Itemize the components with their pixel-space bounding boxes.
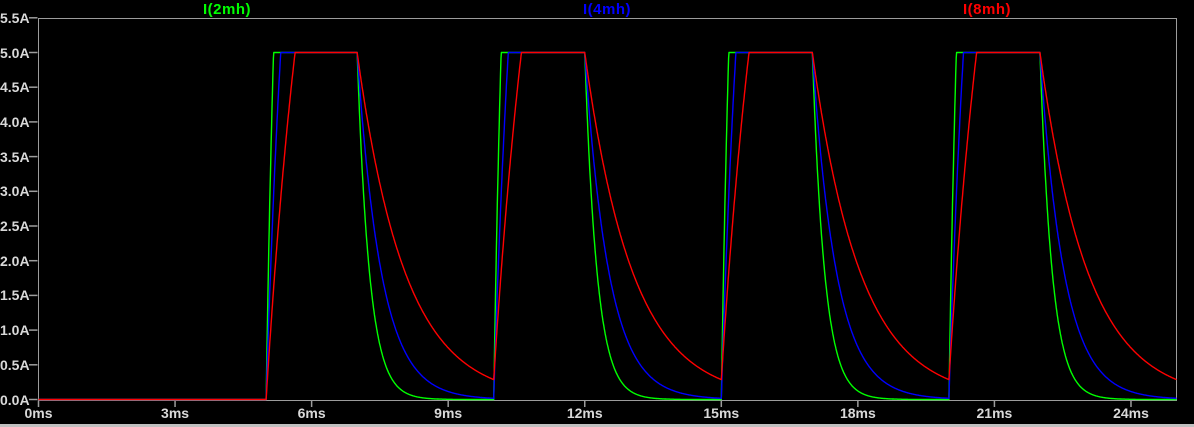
trace-2mh: [38, 51, 1177, 401]
x-tick-label: 9ms: [434, 405, 463, 421]
y-tick-label: 5.0A: [0, 44, 30, 61]
x-tick-label: 6ms: [297, 405, 326, 421]
y-tick-label: 4.0A: [0, 113, 30, 130]
y-tick-label: 4.5A: [0, 79, 30, 96]
y-tick-label: 0.5A: [0, 356, 30, 373]
y-tick-label: 3.0A: [0, 183, 30, 200]
y-tick-label: 1.5A: [0, 287, 30, 304]
x-tick-label: 21ms: [976, 405, 1013, 421]
x-tick-label: 24ms: [1113, 405, 1149, 421]
window-bottom-edge: [0, 424, 1194, 427]
y-tick-label: 2.5A: [0, 218, 30, 234]
x-tick-label: 18ms: [839, 405, 876, 421]
legend-label-i8mh[interactable]: I(8mh): [963, 1, 1011, 18]
legend-label-i4mh[interactable]: I(4mh): [583, 1, 631, 18]
y-tick-label: 0.0A: [0, 391, 30, 408]
y-tick-label: 2.0A: [0, 252, 30, 269]
x-tick-label: 3ms: [161, 405, 190, 421]
x-tick-label: 15ms: [703, 405, 740, 421]
y-tick-label: 1.0A: [0, 322, 30, 339]
x-tick-label: 12ms: [566, 405, 603, 421]
trace-8mh: [38, 51, 1177, 401]
legend-label-i2mh[interactable]: I(2mh): [203, 1, 251, 18]
y-tick-label: 3.5A: [0, 148, 30, 165]
plot-border: [38, 18, 1177, 401]
y-tick-label: 5.5A: [0, 9, 30, 26]
x-tick-label: 0ms: [24, 405, 53, 421]
